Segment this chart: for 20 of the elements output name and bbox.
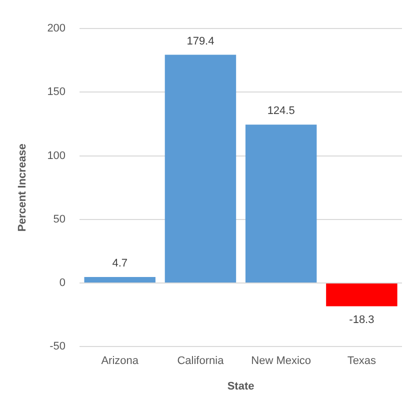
y-tick-label: -50 <box>50 340 66 353</box>
bar <box>326 284 398 306</box>
data-label: 4.7 <box>112 258 128 270</box>
x-tick-label: Texas <box>347 355 377 368</box>
x-tick-label: Arizona <box>101 355 140 368</box>
y-axis-title: Percent Increase <box>16 144 29 232</box>
x-tick-label: California <box>177 355 225 368</box>
bar <box>245 124 317 282</box>
y-tick-label: 200 <box>47 22 66 35</box>
y-tick-label: 150 <box>47 86 66 98</box>
data-label: -18.3 <box>349 314 374 326</box>
bar <box>164 54 236 282</box>
data-label: 179.4 <box>186 35 214 48</box>
data-label: 124.5 <box>267 105 295 118</box>
x-tick-label: New Mexico <box>251 355 312 368</box>
x-axis-title: State <box>227 380 254 392</box>
y-tick-label: 100 <box>47 150 66 162</box>
y-tick-label: 50 <box>53 213 66 226</box>
y-tick-label: 0 <box>59 277 66 290</box>
bar <box>84 277 156 282</box>
